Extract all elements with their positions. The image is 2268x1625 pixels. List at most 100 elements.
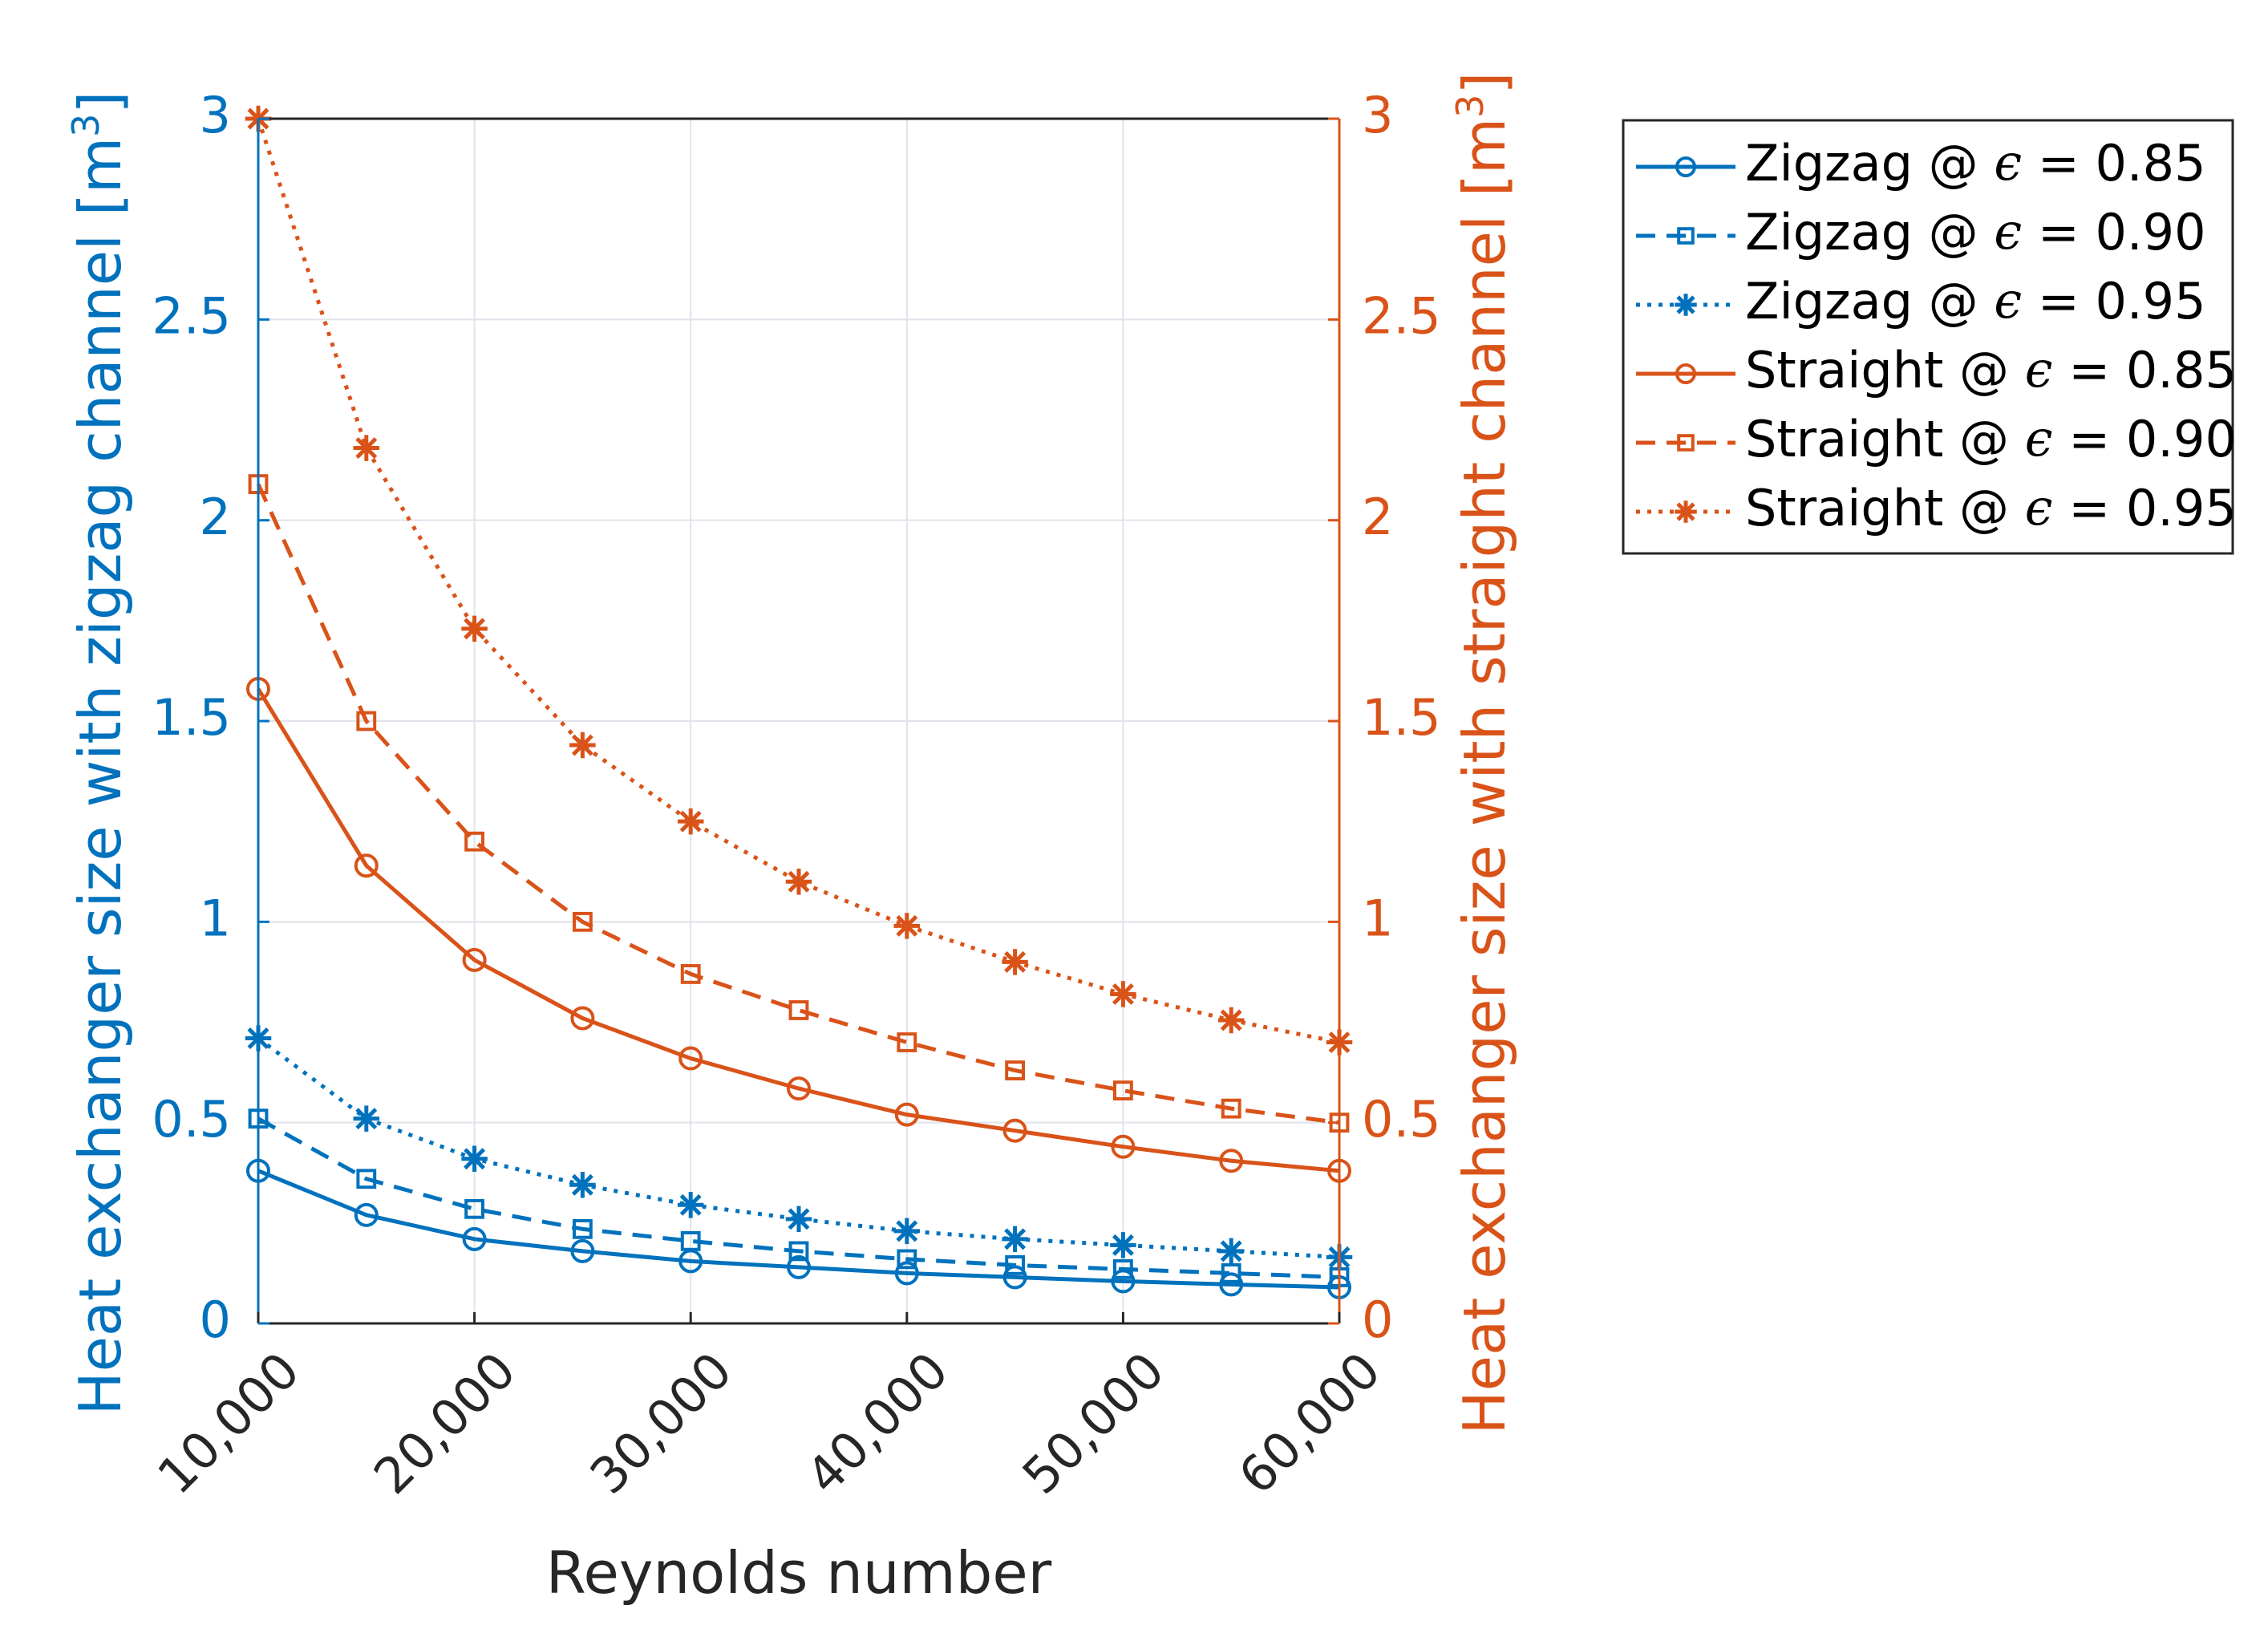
series-point-stroke <box>1220 1009 1242 1031</box>
legend-label-epsilon: ϵ <box>2025 409 2053 468</box>
series-point <box>787 1076 811 1101</box>
legend-label: Zigzag @ ϵ = 0.95 <box>1745 271 2206 330</box>
legend-label: Straight @ ϵ = 0.90 <box>1745 409 2237 468</box>
legend-entry: Straight @ ϵ = 0.85 <box>1636 340 2237 399</box>
y-tick-label-right: 2.5 <box>1362 286 1441 345</box>
series-6 <box>245 105 1353 1056</box>
series-point <box>462 1226 487 1251</box>
series-point <box>1113 1259 1133 1279</box>
series-point <box>1217 1238 1245 1265</box>
series-point <box>677 1192 704 1218</box>
series-point <box>1219 1149 1244 1173</box>
legend-label-epsilon: ϵ <box>1994 202 2022 261</box>
y-axis-right-label: Heat exchanger size with straight channe… <box>1448 72 1518 1435</box>
y-axis-left-label-close: ] <box>67 91 134 113</box>
y-tick-label-right: 3 <box>1362 86 1393 144</box>
y-tick-label-right: 1 <box>1362 889 1393 947</box>
legend-label-prefix: Straight @ <box>1745 479 2025 537</box>
y-axis-left-label-text: Heat exchanger size with zigzag channel … <box>67 137 134 1416</box>
axes-layer <box>257 117 1341 1325</box>
series-point-stroke <box>1676 502 1695 521</box>
series-point-stroke <box>464 1148 486 1170</box>
series-point <box>788 1241 809 1262</box>
legend-label-prefix: Zigzag @ <box>1745 134 1994 192</box>
series-point-stroke <box>464 618 486 640</box>
series-point-stroke <box>355 437 378 460</box>
series-point-stroke <box>679 1193 702 1216</box>
legend-label: Straight @ ϵ = 0.95 <box>1745 478 2237 537</box>
series-point <box>897 1249 917 1270</box>
x-axis-label: Reynolds number <box>546 1539 1052 1607</box>
legend-box <box>1622 119 2234 555</box>
series-point <box>1219 1272 1244 1297</box>
series-point <box>356 1169 377 1189</box>
legend-label: Straight @ ϵ = 0.85 <box>1745 340 2237 399</box>
legend-label-suffix: = 0.85 <box>2022 134 2205 192</box>
series-point <box>785 1206 812 1233</box>
series-point <box>573 911 593 932</box>
series-point <box>1002 1226 1028 1253</box>
series-2 <box>248 1108 1350 1287</box>
legend-label: Zigzag @ ϵ = 0.85 <box>1745 133 2206 192</box>
series-point <box>680 1230 701 1251</box>
series-point-stroke <box>1676 295 1695 314</box>
series-line <box>257 1169 1340 1290</box>
series-point-stroke <box>1004 1228 1027 1250</box>
series-point <box>461 615 488 642</box>
legend-label-suffix: = 0.85 <box>2052 341 2236 399</box>
y-tick-label-left: 0.5 <box>152 1090 231 1149</box>
y-tick-label-left: 1.5 <box>152 688 231 747</box>
series-point <box>680 964 701 984</box>
series-point <box>570 1006 595 1031</box>
series-point-stroke <box>1112 1234 1134 1256</box>
series-point <box>787 1254 811 1279</box>
series-point <box>569 1172 596 1198</box>
series-point <box>897 1032 917 1052</box>
y-axis-right-label-close: ] <box>1451 72 1518 95</box>
legend-label-suffix: = 0.95 <box>2052 479 2236 537</box>
legend-entry: Zigzag @ ϵ = 0.90 <box>1636 202 2206 261</box>
series-point-stroke <box>896 1220 918 1242</box>
legend-label-epsilon: ϵ <box>2025 340 2053 399</box>
series-point <box>573 1218 593 1239</box>
series-point-stroke <box>788 870 810 893</box>
series-point <box>894 1102 919 1127</box>
legend-entry: Straight @ ϵ = 0.95 <box>1636 478 2237 537</box>
series-point <box>1113 1080 1133 1101</box>
series-point <box>678 1046 703 1071</box>
y-tick-label-right: 2 <box>1362 488 1393 546</box>
series-point <box>464 831 485 852</box>
series-point-stroke <box>355 1108 378 1130</box>
series-point-stroke <box>571 734 593 756</box>
legend-entry: Zigzag @ ϵ = 0.85 <box>1636 133 2206 192</box>
legend-label: Zigzag @ ϵ = 0.90 <box>1745 202 2206 261</box>
y-tick-label-left: 2.5 <box>152 286 231 345</box>
y-tick-label-right: 0.5 <box>1362 1090 1441 1149</box>
series-point <box>893 1218 921 1245</box>
y-tick-label-left: 0 <box>200 1291 231 1349</box>
y-tick-label-left: 3 <box>200 86 231 144</box>
series-point <box>1677 434 1695 452</box>
y-tick-label-right: 0 <box>1362 1291 1393 1349</box>
series-line <box>257 1116 1340 1279</box>
series-point <box>1110 981 1136 1007</box>
legend-label-suffix: = 0.90 <box>2052 410 2236 468</box>
y-axis-left-label: Heat exchanger size with zigzag channel … <box>64 91 134 1415</box>
series-point <box>1675 294 1697 316</box>
series-point <box>461 1145 488 1172</box>
y-tick-label-left: 1 <box>200 889 231 947</box>
series-point <box>1111 1134 1136 1159</box>
legend-label-epsilon: ϵ <box>1994 271 2022 330</box>
legend-label-suffix: = 0.90 <box>2022 203 2205 261</box>
series-line <box>256 483 1340 1125</box>
y-axis-right-label-superscript: 3 <box>1448 95 1492 118</box>
series-point <box>788 1000 809 1020</box>
legend-entry: Zigzag @ ϵ = 0.95 <box>1636 271 2206 330</box>
series-point <box>1675 156 1696 177</box>
legend-label-prefix: Zigzag @ <box>1745 203 1994 261</box>
series-point-stroke <box>1004 950 1027 973</box>
series-point <box>1217 1007 1245 1034</box>
series-point <box>1002 1118 1027 1143</box>
